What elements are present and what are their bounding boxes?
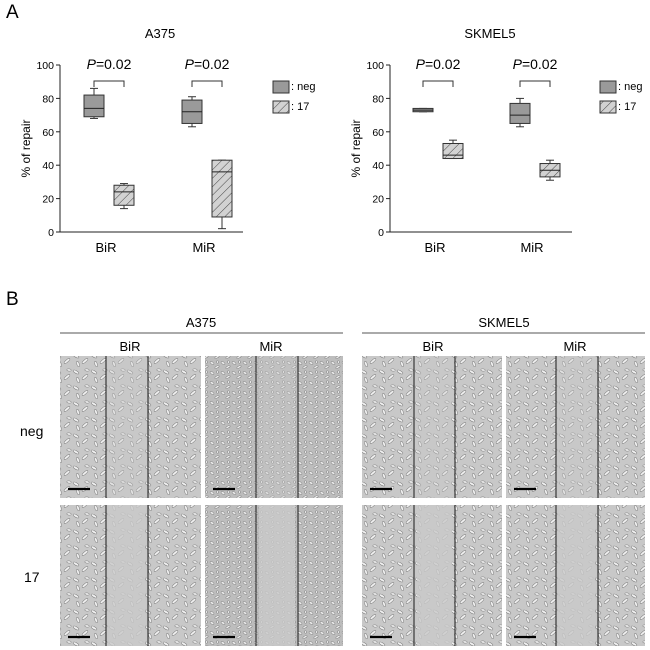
legend-skmel5-neg-swatch (599, 80, 617, 94)
micrograph-skmel5-bir-17-gap (417, 505, 452, 646)
box-a375-bir-neg (83, 94, 105, 118)
y-axis-label-a375: % of repair (19, 119, 33, 177)
y-tick-label-skmel5-0: 0 (378, 227, 384, 239)
micrograph-skmel5-mir-neg-gap (559, 356, 595, 498)
group-label-skmel5: SKMEL5 (478, 315, 529, 330)
micrograph-skmel5-bir-neg (362, 356, 502, 498)
pvalue-skmel5-mir-bracket (519, 80, 551, 87)
category-label-skmel5-mir: MiR (520, 240, 543, 255)
category-label-skmel5-bir: BiR (425, 240, 446, 255)
chart-skmel5: SKMEL5 0 20 40 60 80 100 % of repair BiR MiR P=0.0… (349, 26, 642, 255)
pvalue-a375-bir-bracket (93, 80, 125, 87)
subgroup-label-skmel5-bir: BiR (423, 339, 444, 354)
pvalue-a375-mir-bracket (191, 80, 223, 87)
legend-skmel5-17: : 17 (618, 101, 636, 113)
chart-title-skmel5: SKMEL5 (464, 26, 515, 41)
chart-a375: A375 0 20 40 60 80 100 % of repair BiR MiR P=0.02 P… (19, 26, 315, 255)
y-tick-label-skmel5-1: 20 (372, 194, 384, 206)
y-tick-label-a375-4: 80 (42, 93, 54, 105)
micrograph-grid: A375 SKMEL5 BiR MiR BiR MiR neg 17 (20, 315, 645, 646)
row-label-neg: neg (20, 423, 43, 439)
row-label-17: 17 (24, 569, 40, 585)
box-skmel5-mir-neg (509, 102, 531, 124)
y-axis-label-skmel5: % of repair (349, 119, 363, 177)
subgroup-label-a375-bir: BiR (120, 339, 141, 354)
micrograph-skmel5-mir-neg (506, 356, 645, 498)
y-tick-label-a375-2: 40 (42, 160, 54, 172)
micrograph-a375-mir-neg (205, 356, 343, 498)
legend-a375-17-swatch (272, 100, 290, 114)
box-a375-mir-17 (211, 159, 233, 218)
legend-skmel5-17-swatch (599, 100, 617, 114)
panel-letter-b: B (6, 289, 19, 310)
micrograph-a375-mir-neg-gap (259, 356, 295, 498)
y-tick-label-skmel5-2: 40 (372, 160, 384, 172)
y-tick-label-a375-5: 100 (36, 60, 54, 72)
category-label-a375-bir: BiR (96, 240, 117, 255)
y-tick-label-skmel5-4: 80 (372, 93, 384, 105)
legend-a375-neg: : neg (291, 81, 315, 93)
legend-a375-17: : 17 (291, 101, 309, 113)
pvalue-a375-bir: P=0.02 (87, 56, 132, 72)
box-a375-bir-17 (113, 184, 135, 206)
category-label-a375-mir: MiR (192, 240, 215, 255)
pvalue-skmel5-mir: P=0.02 (513, 56, 558, 72)
micrograph-a375-bir-neg (60, 356, 201, 498)
y-tick-label-skmel5-5: 100 (366, 60, 384, 72)
subgroup-label-skmel5-mir: MiR (563, 339, 586, 354)
micrograph-a375-mir-17-gap (259, 505, 295, 646)
subgroup-label-a375-mir: MiR (259, 339, 282, 354)
y-tick-label-a375-3: 60 (42, 127, 54, 139)
y-tick-label-a375-1: 20 (42, 194, 54, 206)
pvalue-skmel5-bir-bracket (422, 80, 454, 87)
micrograph-skmel5-mir-17-gap (559, 505, 595, 646)
y-tick-label-skmel5-3: 60 (372, 127, 384, 139)
group-label-a375: A375 (186, 315, 216, 330)
micrograph-a375-bir-17-gap (109, 505, 145, 646)
legend-a375-neg-swatch (272, 80, 290, 94)
pvalue-skmel5-bir: P=0.02 (416, 56, 461, 72)
pvalue-a375-mir: P=0.02 (185, 56, 230, 72)
box-skmel5-bir-17 (442, 142, 464, 160)
micrograph-a375-bir-neg-gap (109, 356, 145, 498)
micrograph-skmel5-bir-neg-gap (417, 356, 452, 498)
y-tick-label-a375-0: 0 (48, 227, 54, 239)
legend-skmel5-neg: : neg (618, 81, 642, 93)
panel-letter-a: A (6, 2, 19, 23)
chart-title-a375: A375 (145, 26, 175, 41)
